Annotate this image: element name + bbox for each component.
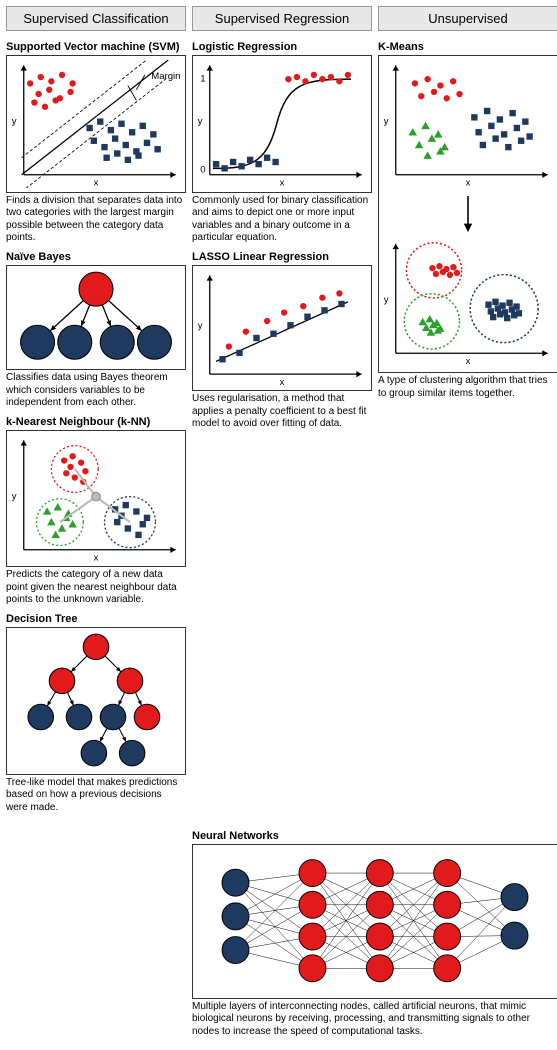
nn-title: Neural Networks bbox=[192, 830, 557, 842]
svg-text:0: 0 bbox=[200, 165, 205, 176]
ml-infographic: Supervised Classification Supervised Reg… bbox=[0, 0, 557, 1050]
knn-desc: Predicts the category of a new data poin… bbox=[6, 569, 186, 607]
knn-chart: xy bbox=[11, 435, 181, 563]
nn-chart bbox=[197, 849, 553, 993]
logreg-chart: x y 0 1 bbox=[197, 60, 367, 188]
svg-text:y: y bbox=[12, 490, 17, 501]
nn-section: Neural Networks Multiple layers of inter… bbox=[192, 826, 557, 1044]
dtree-chart bbox=[11, 632, 181, 770]
col-head-unsupervised: Unsupervised bbox=[378, 6, 557, 31]
col-head-regression: Supervised Regression bbox=[192, 6, 372, 31]
kmeans-title: K-Means bbox=[378, 41, 557, 53]
svg-text:Margin: Margin bbox=[151, 71, 180, 82]
svm-chart: x y Margin bbox=[11, 60, 181, 188]
lasso-chart: xy bbox=[197, 270, 367, 387]
lasso-desc: Uses regularisation, a method that appli… bbox=[192, 393, 372, 431]
svg-text:x: x bbox=[280, 177, 285, 187]
dtree-desc: Tree-like model that makes predictions b… bbox=[6, 777, 186, 815]
regression-section: Logistic Regression xy01 Commonly used f… bbox=[192, 37, 372, 820]
svg-text:y: y bbox=[384, 294, 389, 305]
kmeans-section: K-Means x y x y A type of clustering algori… bbox=[378, 37, 557, 820]
svm-section: Supported Vector machine (SVM) xyMargin … bbox=[6, 37, 186, 820]
nn-desc: Multiple layers of interconnecting nodes… bbox=[192, 1001, 557, 1039]
svg-text:y: y bbox=[198, 320, 203, 331]
svg-text:x: x bbox=[94, 177, 99, 187]
lasso-title: LASSO Linear Regression bbox=[192, 251, 372, 263]
svg-text:y: y bbox=[384, 116, 389, 127]
svg-text:x: x bbox=[94, 552, 99, 562]
bayes-desc: Classifies data using Bayes theorem whic… bbox=[6, 372, 186, 410]
svm-title: Supported Vector machine (SVM) bbox=[6, 41, 186, 53]
knn-title: k-Nearest Neighbour (k-NN) bbox=[6, 416, 186, 428]
kmeans-desc: A type of clustering algorithm that trie… bbox=[378, 375, 557, 400]
svg-text:x: x bbox=[466, 177, 471, 188]
dtree-title: Decision Tree bbox=[6, 613, 186, 625]
logreg-desc: Commonly used for binary classification … bbox=[192, 195, 372, 245]
svg-text:y: y bbox=[198, 116, 203, 127]
bayes-title: Naïve Bayes bbox=[6, 251, 186, 263]
kmeans-chart: x y x y bbox=[383, 60, 553, 368]
bayes-chart bbox=[11, 270, 181, 366]
col-head-classification: Supervised Classification bbox=[6, 6, 186, 31]
svg-text:y: y bbox=[12, 116, 17, 127]
svg-text:x: x bbox=[466, 356, 471, 367]
svg-text:x: x bbox=[280, 376, 285, 386]
svg-text:1: 1 bbox=[200, 73, 205, 84]
logreg-title: Logistic Regression bbox=[192, 41, 372, 53]
svm-desc: Finds a division that separates data int… bbox=[6, 195, 186, 245]
